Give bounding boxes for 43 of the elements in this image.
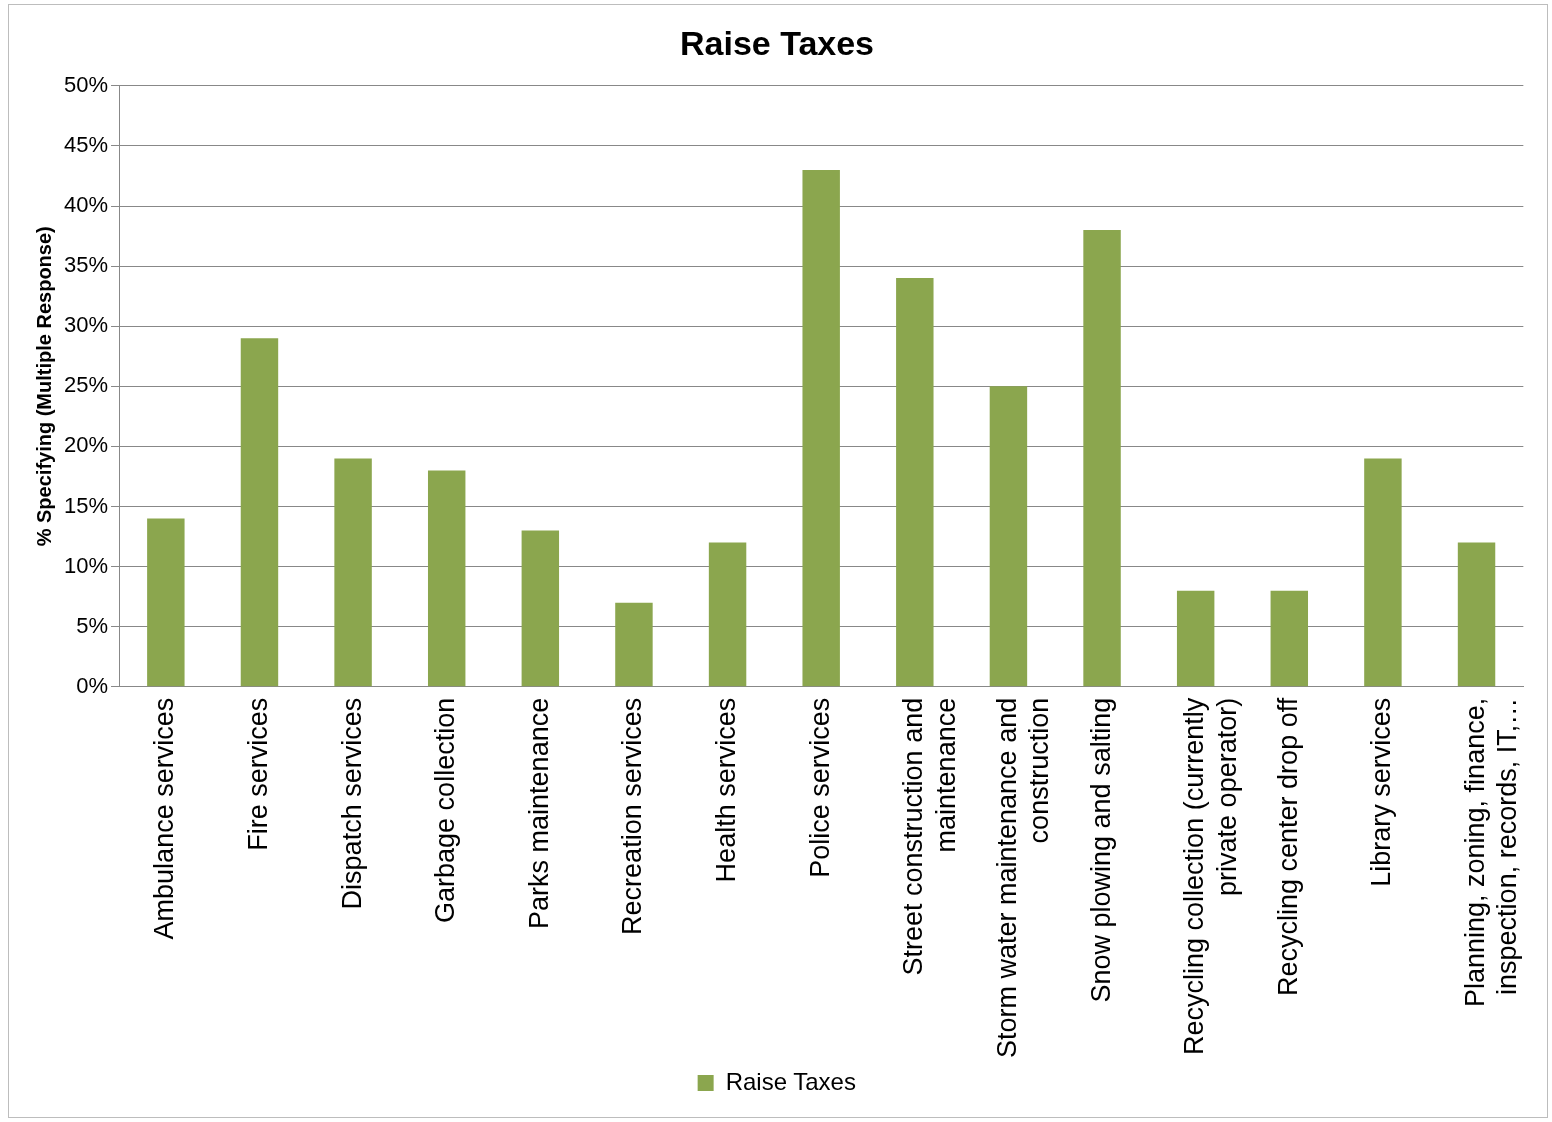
y-tick-label: 45% [63,131,109,157]
x-tick-label: Library services [1366,697,1397,887]
x-tick-label: Snow plowing and salting [1085,697,1116,1003]
x-tick-label: Ambulance services [149,697,180,940]
y-tick-label: 25% [63,372,109,398]
y-tick-label: 30% [63,312,109,338]
bar [802,169,840,687]
x-tick-label: Dispatch services [336,697,367,910]
x-tick-label: Parks maintenance [523,697,554,929]
y-tick-label: 35% [63,252,109,278]
x-tick-label: Health services [711,697,742,883]
y-tick-label: 50% [63,71,109,97]
bar [708,542,747,687]
bar [1176,590,1215,687]
x-tick-label: Street construction and maintenance [898,697,961,976]
bar [615,602,653,687]
bar [521,530,560,687]
bar [1457,542,1496,687]
bar [147,518,185,687]
y-tick-label: 15% [63,492,109,518]
legend-label: Raise Taxes [725,1067,856,1095]
x-tick-label: Recycling center drop off [1272,697,1303,996]
x-tick-label: Garbage collection [430,697,461,923]
bar [427,470,466,687]
x-tick-label: Recreation services [617,697,648,935]
bar [1364,458,1402,687]
x-tick-label: Fire services [242,697,273,851]
bar [1083,230,1121,687]
y-tick-label: 10% [63,552,109,578]
y-tick-label: 5% [76,612,109,638]
bar [1270,590,1309,687]
bar [240,338,279,687]
y-axis-title: % Specifying (Multiple Response) [32,226,55,547]
y-tick-label: 20% [63,432,109,458]
x-tick-label: Recycling collection (currently private operator) [1179,697,1242,1055]
bar [334,458,372,687]
bar [989,386,1028,687]
chart-title: Raise Taxes [679,23,875,62]
bar [896,278,934,687]
x-tick-label: Police services [804,697,835,878]
y-tick-label: 40% [63,192,109,218]
x-tick-label: Planning, zoning, finance, inspection, records, IT,… [1459,697,1523,1008]
y-tick-label: 0% [76,672,109,698]
